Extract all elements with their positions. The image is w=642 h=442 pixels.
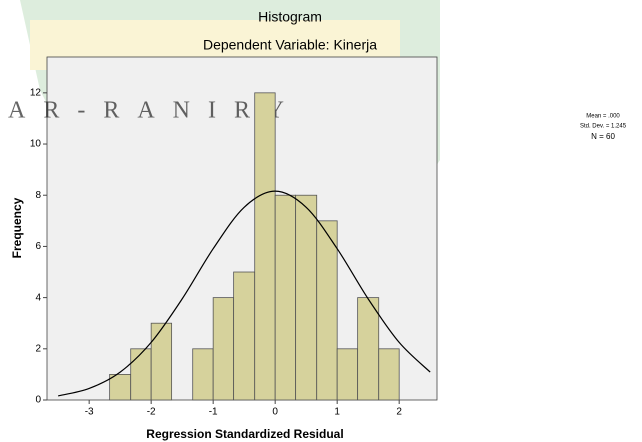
bar [130,348,152,401]
chart-title: Histogram [258,9,322,25]
y-tick-label: 10 [30,139,42,150]
y-tick-label: 2 [35,343,41,354]
bar [378,348,400,401]
bar [192,348,214,401]
x-tick-label: 1 [334,407,340,418]
y-tick-label: 0 [35,395,41,406]
bar [109,374,132,401]
bar [316,220,338,401]
y-tick-label: 8 [35,190,41,201]
bar [274,194,297,401]
chart-subtitle: Dependent Variable: Kinerja [203,37,377,53]
bar [233,271,256,401]
bar [150,322,173,401]
x-axis-label: Regression Standardized Residual [146,427,343,441]
stat-n: N = 60 [591,132,615,141]
normal-curve [58,190,431,397]
bar [295,194,318,401]
bar [357,297,380,401]
bar [336,348,359,401]
x-tick-label: -2 [147,407,156,418]
watermark-text: AR-RANIRY [8,98,302,124]
y-tick-label: 4 [35,292,41,303]
x-tick-label: 0 [272,407,278,418]
y-tick-label: 6 [35,241,41,252]
stat-sd: Std. Dev. = 1.245 [580,124,627,130]
stat-mean: Mean = .000 [586,114,620,120]
x-tick-label: -3 [85,407,94,418]
x-tick-label: 2 [396,407,402,418]
bar [212,297,235,401]
y-tick-label: 12 [30,87,42,98]
x-tick-label: -1 [209,407,218,418]
y-axis-label: Frequency [10,197,24,258]
bar [254,92,276,401]
